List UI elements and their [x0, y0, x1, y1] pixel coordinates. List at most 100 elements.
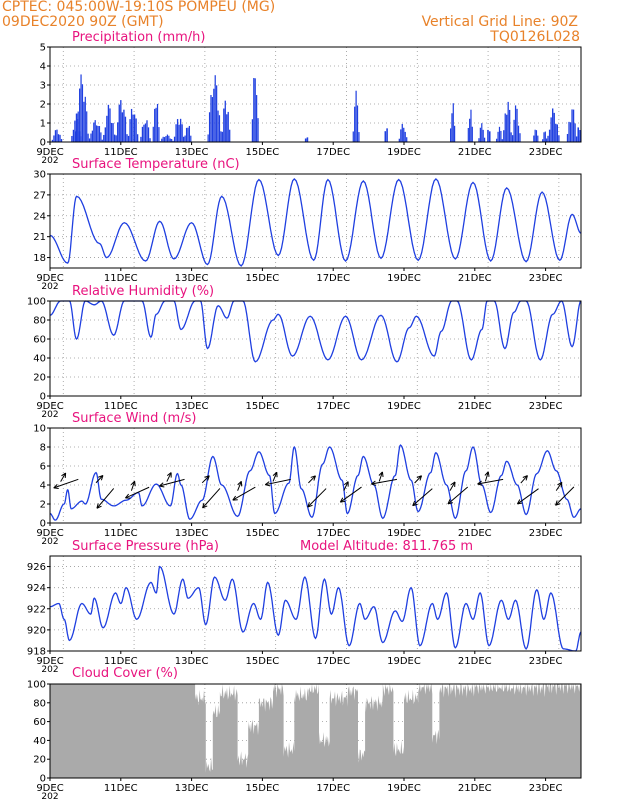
y-tick-label: 80	[33, 316, 46, 327]
precip-bar	[91, 130, 93, 142]
wind-arrow	[308, 475, 316, 484]
precip-bar	[558, 135, 560, 142]
precip-bar	[488, 131, 491, 142]
precip-bar	[535, 130, 538, 142]
x-tick-label: 17DEC	[316, 783, 350, 794]
precip-bar	[109, 108, 111, 142]
x-tick-label: 23DEC	[529, 783, 563, 794]
x-tick-label: 17DEC	[316, 401, 350, 412]
wind-arrow-head	[204, 475, 210, 478]
x-tick-label: 23DEC	[529, 273, 563, 284]
wind-arrow-head	[343, 481, 349, 486]
precip-bar	[555, 123, 557, 142]
precip-bar	[254, 78, 256, 142]
x-tick-label: 9DEC	[36, 783, 63, 794]
wind-arrow-head	[237, 480, 242, 486]
wind-arrow-head	[307, 502, 310, 508]
y-tick-label: 0	[40, 519, 46, 530]
x-tick-label: 21DEC	[458, 783, 492, 794]
wind-arrow	[340, 486, 362, 503]
x-tick-label: 11DEC	[104, 783, 138, 794]
precip-bar	[101, 139, 103, 142]
wind-arrow-head	[134, 481, 136, 487]
wind-arrow	[202, 488, 221, 509]
x-tick-label: 11DEC	[104, 528, 138, 539]
precip-bar	[121, 112, 124, 142]
y-tick-label: 30	[33, 170, 46, 181]
precip-bar	[547, 135, 549, 142]
x-tick-label: 13DEC	[175, 783, 209, 794]
header-grid-line: Vertical Grid Line: 90Z	[421, 14, 578, 30]
precip-bar	[56, 129, 58, 142]
x-tick-label: 19DEC	[387, 147, 421, 158]
precip-bar	[227, 111, 229, 142]
x-tick-label: 19DEC	[387, 273, 421, 284]
precip-bar	[544, 131, 546, 142]
wind-arrow-head	[371, 480, 376, 485]
y-tick-label: 60	[33, 717, 46, 728]
precip-bar	[217, 110, 219, 142]
wind-arrow	[517, 488, 539, 505]
precip-bar	[517, 125, 520, 142]
precip-bar	[224, 100, 226, 142]
wind-arrow	[265, 478, 291, 486]
wind-arrow	[414, 475, 422, 484]
precip-bar	[127, 135, 130, 142]
precip-bar	[482, 129, 484, 142]
precip-bar	[469, 118, 471, 142]
precip-bar	[358, 132, 360, 142]
x-tick-label: 21DEC	[458, 147, 492, 158]
precip-bar	[163, 137, 166, 142]
precip-bar	[80, 74, 82, 142]
precip-bar	[497, 131, 499, 142]
precip-bar	[144, 123, 147, 142]
wind-arrow	[477, 478, 504, 485]
precip-bar	[57, 134, 60, 142]
precip-bar	[481, 123, 483, 142]
y-tick-label: 60	[33, 335, 46, 346]
x-tick-label: 21DEC	[458, 528, 492, 539]
y-tick-label: 6	[40, 462, 46, 473]
precip-bar	[97, 125, 99, 142]
precip-bar	[548, 129, 551, 142]
wind-arrow-head	[447, 499, 451, 505]
precip-bar	[216, 85, 218, 142]
precip-bar	[175, 124, 177, 142]
rh-title: Relative Humidity (%)	[72, 284, 215, 299]
y-tick-label: 80	[33, 698, 46, 709]
x-tick-label: 17DEC	[316, 528, 350, 539]
wind-arrow-head	[264, 481, 270, 486]
precip-bar	[120, 100, 122, 142]
wind-arrow	[159, 478, 185, 487]
wind-arrow-head	[98, 475, 104, 478]
wind-arrow-head	[130, 480, 135, 486]
precip-bar	[188, 125, 190, 142]
precip-bar	[546, 138, 548, 142]
precip-bar	[168, 135, 170, 142]
x-tick-label: 9DEC	[36, 656, 63, 667]
wind-arrow-head	[416, 475, 422, 478]
header-station: CPTEC: 045:00W-19:10S POMPEU (MG)	[2, 0, 276, 15]
precip-bar	[514, 105, 517, 142]
precip-bar	[110, 122, 113, 142]
precip-bar	[87, 133, 89, 142]
precip-bar	[226, 114, 228, 142]
precip-bar	[136, 134, 139, 142]
x-tick-label: 9DEC	[36, 401, 63, 412]
wind-arrow-head	[61, 472, 66, 477]
precip-bar	[171, 138, 173, 142]
precip-bar	[550, 117, 552, 142]
plot-frame	[49, 555, 582, 652]
y-tick-label: 0	[40, 138, 46, 149]
y-tick-label: 3	[40, 81, 46, 92]
x-tick-label: 15DEC	[246, 401, 280, 412]
precip-bar	[79, 88, 81, 142]
wind-arrow-head	[313, 475, 316, 481]
precip-bar	[208, 112, 211, 142]
x-tick-label: 19DEC	[387, 528, 421, 539]
wind-arrow	[60, 472, 67, 482]
precip-bar	[479, 127, 481, 142]
precip-bar	[156, 103, 159, 142]
precip-bar	[519, 133, 521, 142]
